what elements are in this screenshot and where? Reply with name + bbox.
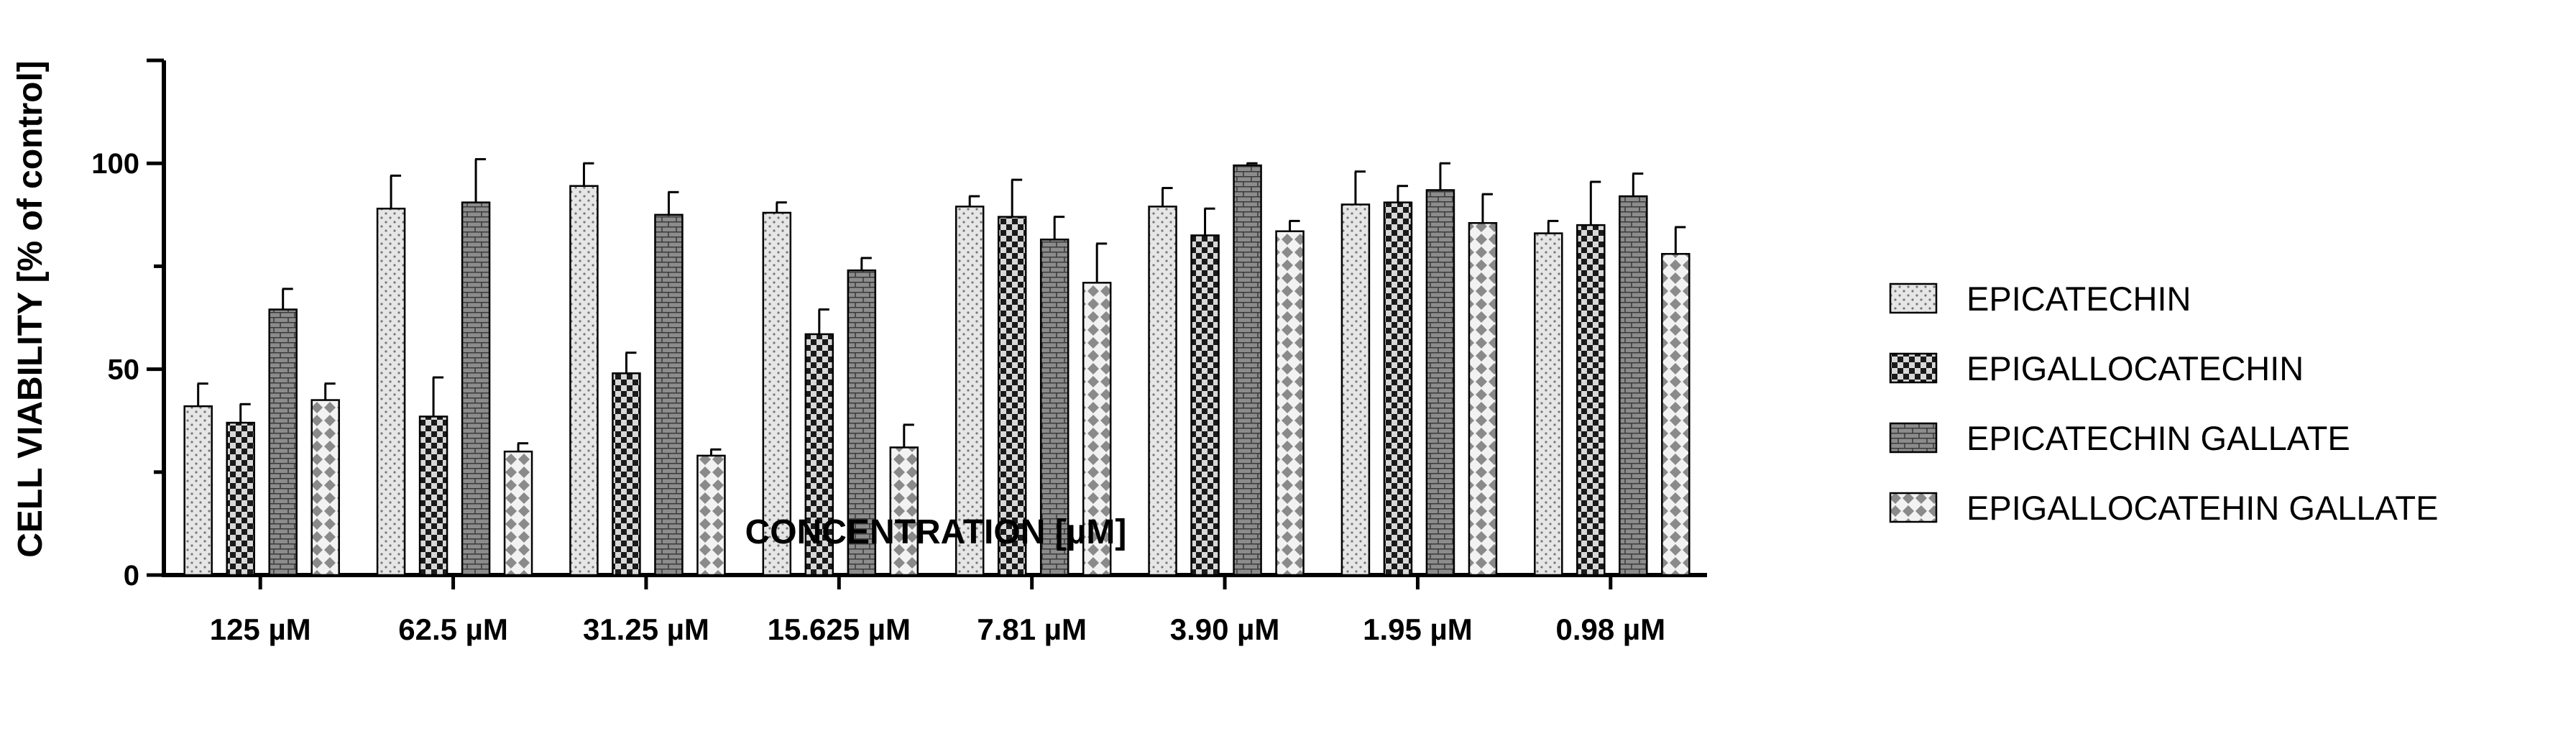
x-tick-label: 15.625 µM	[768, 612, 911, 646]
y-tick-label: 100	[91, 148, 139, 180]
bar	[1576, 224, 1606, 576]
bar	[762, 211, 792, 576]
bar	[1275, 230, 1305, 576]
bar	[612, 372, 641, 576]
bar	[997, 216, 1027, 576]
legend-label: EPICATECHIN	[1966, 280, 2191, 318]
legend-label: EPICATECHIN GALLATE	[1966, 419, 2350, 457]
y-axis-label: CELL VIABILITY [% of control]	[12, 60, 50, 558]
bar	[1233, 164, 1262, 576]
legend-swatch	[1889, 492, 1938, 523]
bar	[268, 308, 298, 576]
bar	[1619, 195, 1648, 576]
bar	[1148, 206, 1177, 576]
bar	[418, 415, 448, 576]
bar	[1383, 201, 1413, 576]
bar	[461, 201, 491, 576]
x-tick-label: 31.25 µM	[583, 612, 709, 646]
legend-swatch	[1889, 422, 1938, 454]
x-tick-label: 62.5 µM	[398, 612, 508, 646]
bar	[654, 213, 684, 576]
bar	[1468, 222, 1498, 576]
legend-swatch	[1889, 282, 1938, 314]
bar	[696, 454, 726, 576]
bar	[847, 269, 877, 576]
x-tick-label: 3.90 µM	[1170, 612, 1280, 646]
y-tick-label: 50	[108, 354, 140, 386]
bar	[569, 185, 599, 576]
legend-label: EPIGALLOCATECHIN	[1966, 349, 2304, 387]
x-tick-label: 0.98 µM	[1556, 612, 1666, 646]
bar	[1039, 238, 1070, 576]
legend-label: EPIGALLOCATEHIN GALLATE	[1966, 489, 2438, 527]
bar	[1661, 252, 1690, 576]
bars	[183, 157, 1690, 576]
bar	[1190, 234, 1220, 576]
x-tick-label: 125 µM	[210, 612, 311, 646]
bar	[183, 405, 213, 576]
bar	[310, 399, 340, 576]
bar	[1534, 232, 1563, 576]
y-tick-label: 0	[124, 560, 139, 592]
bar	[804, 333, 834, 576]
legend: EPICATECHIN EPIGALLOCATECHIN EPICATECHIN G…	[1889, 280, 2438, 527]
x-tick-label: 7.81 µM	[977, 612, 1087, 646]
bar	[1340, 203, 1371, 576]
category-labels: 125 µM 62.5 µM 31.25 µM 15.625 µM 7.81 µM 3.9…	[210, 612, 1665, 646]
bar	[1425, 189, 1455, 576]
bar	[503, 450, 533, 576]
bar	[376, 207, 406, 576]
x-tick-label: 1.95 µM	[1363, 612, 1473, 646]
x-axis-label: CONCENTRATION [µM]	[745, 513, 1127, 551]
bar	[889, 446, 919, 576]
legend-swatch	[1889, 352, 1938, 384]
bar	[226, 421, 255, 576]
bar	[954, 206, 985, 576]
